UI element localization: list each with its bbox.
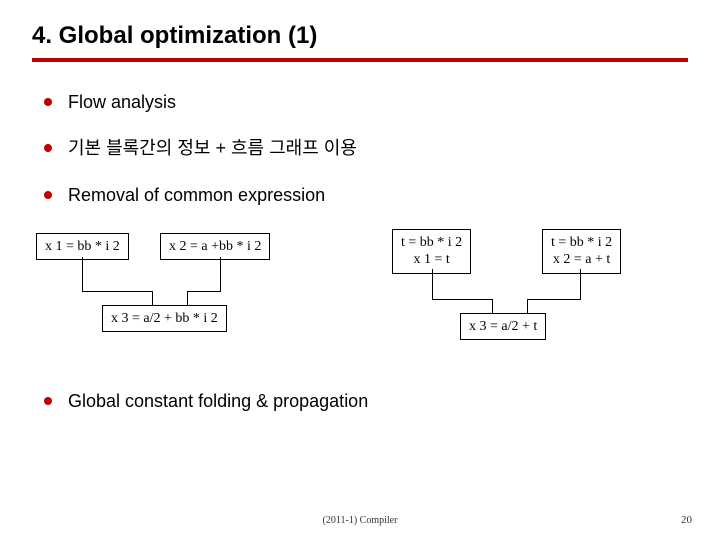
diagram-box: x 3 = a/2 + bb * i 2 — [102, 305, 227, 333]
diagram-box: x 3 = a/2 + t — [460, 313, 546, 341]
diagram-edge — [432, 269, 433, 299]
diagram-edge — [187, 291, 188, 305]
bullet-item: Flow analysis — [44, 90, 688, 114]
diagram-edge — [527, 299, 581, 300]
diagram-edge — [82, 291, 152, 292]
bullet-item: Removal of common expression — [44, 183, 688, 207]
diagram-edge — [432, 299, 492, 300]
footer-text: (2011-1) Compiler — [0, 515, 720, 526]
diagram: x 1 = bb * i 2 x 2 = a +bb * i 2 x 3 = a… — [32, 229, 688, 379]
bullet-item: 기본 블록간의 정보 + 흐름 그래프 이용 — [44, 136, 688, 160]
diagram-edge — [580, 269, 581, 299]
diagram-edge — [492, 299, 493, 313]
diagram-edge — [82, 257, 83, 291]
diagram-edge — [220, 257, 221, 291]
diagram-box: x 2 = a +bb * i 2 — [160, 233, 270, 261]
title-underline — [32, 58, 688, 62]
slide-title: 4. Global optimization (1) — [32, 22, 688, 50]
bullet-item: Global constant folding & propagation — [44, 389, 688, 413]
page-number: 20 — [681, 514, 692, 526]
diagram-edge — [187, 291, 221, 292]
bullet-list-2: Global constant folding & propagation — [32, 389, 688, 413]
diagram-box: t = bb * i 2x 1 = t — [392, 229, 471, 274]
bullet-list: Flow analysis 기본 블록간의 정보 + 흐름 그래프 이용 Rem… — [32, 90, 688, 207]
diagram-box: t = bb * i 2x 2 = a + t — [542, 229, 621, 274]
diagram-edge — [527, 299, 528, 313]
diagram-edge — [152, 291, 153, 305]
